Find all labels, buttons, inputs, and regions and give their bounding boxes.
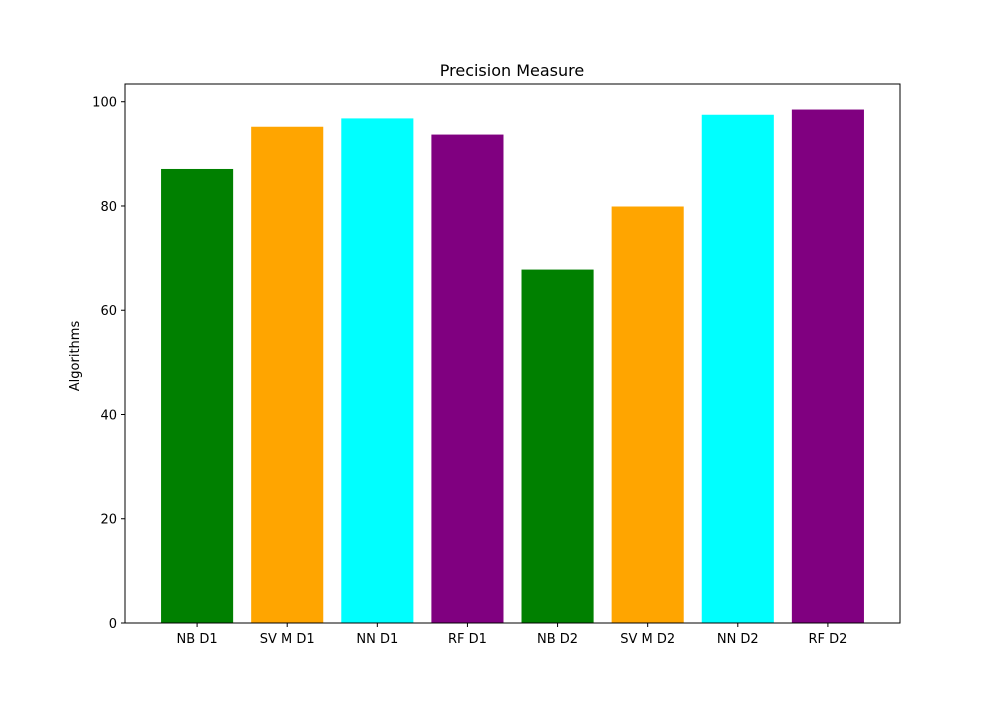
plot-area-frame [124, 83, 901, 624]
chart-title: Precision Measure [440, 61, 584, 80]
y-tick-label: 0 [109, 617, 117, 632]
bar-rf-d2 [791, 109, 864, 624]
bar-nn-d2 [701, 114, 774, 624]
x-tick-label: NB D1 [177, 632, 218, 647]
y-tick-label: 20 [100, 513, 117, 528]
bar-sv-m-d2 [611, 206, 684, 623]
bar-sv-m-d1 [251, 126, 324, 623]
y-tick-label: 100 [92, 96, 117, 111]
x-tick-label: SV M D2 [620, 632, 675, 647]
y-axis-label: Algorithms [68, 321, 83, 392]
bar-nn-d1 [341, 118, 414, 623]
x-tick-label: NN D1 [356, 632, 398, 647]
x-tick-label: NN D2 [717, 632, 759, 647]
y-tick-label: 80 [100, 200, 117, 215]
x-tick-label: NB D2 [537, 632, 578, 647]
bars-group [161, 109, 864, 624]
y-axis-ticks: 0 20 40 60 80 100 [92, 96, 125, 632]
y-tick-label: 60 [100, 304, 117, 319]
y-tick-label: 40 [100, 408, 117, 423]
bar-nb-d2 [521, 269, 594, 623]
bar-nb-d1 [161, 168, 234, 623]
bar-rf-d1 [431, 134, 504, 623]
x-tick-label: RF D1 [448, 632, 487, 647]
x-axis-ticks: NB D1 SV M D1 NN D1 RF D1 NB D2 SV M D2 NN D2 R… [177, 623, 847, 647]
x-tick-label: SV M D1 [260, 632, 315, 647]
x-tick-label: RF D2 [808, 632, 847, 647]
